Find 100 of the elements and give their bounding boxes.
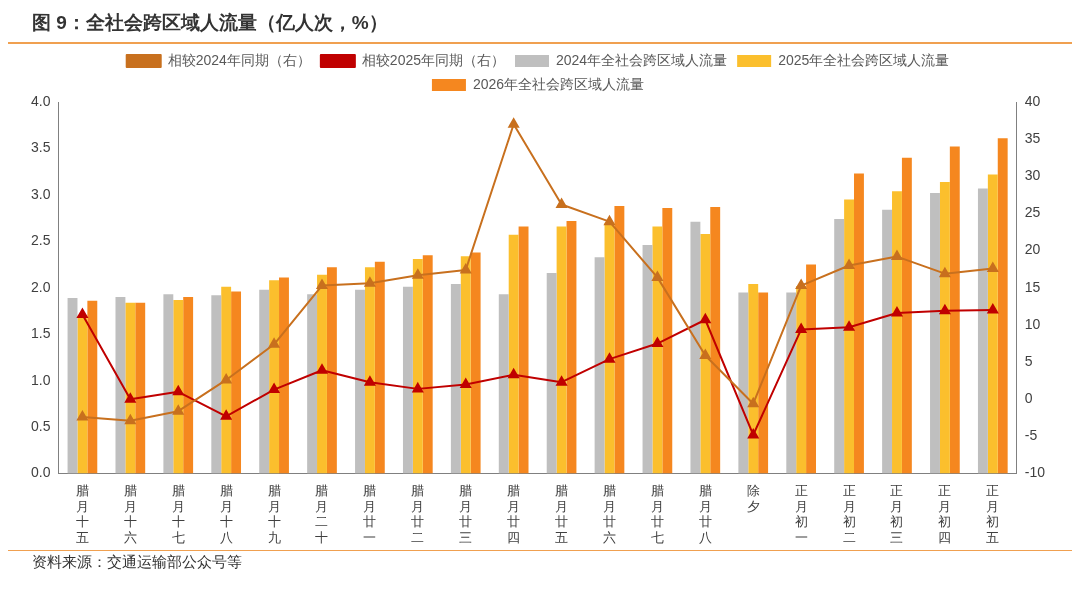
bar (412, 259, 423, 474)
bar (518, 226, 529, 474)
y-tick-label: 3.5 (30, 139, 51, 156)
x-tick-label: 除夕 (746, 482, 760, 514)
bar (662, 207, 673, 474)
y-tick-label: 1.0 (30, 371, 51, 388)
y-tick-label: 1.5 (30, 325, 51, 342)
point (891, 250, 903, 261)
point (172, 405, 184, 415)
bar (279, 277, 289, 474)
bar (450, 284, 461, 474)
point (268, 338, 280, 348)
x-tick-label: 腊月廿四 (507, 482, 521, 545)
bar (796, 285, 807, 474)
y2-tick-label: 35 (1024, 130, 1041, 147)
point (77, 308, 88, 319)
point (556, 198, 567, 209)
y-tick-label: 0.0 (30, 464, 51, 481)
point (987, 304, 999, 314)
bar (125, 302, 136, 474)
point (125, 393, 136, 403)
bar (173, 299, 184, 474)
x-tick-label: 正月初一 (794, 482, 808, 545)
chart-title: 图 9：全社会跨区域人流量（亿人次，%） (8, 8, 1072, 44)
point (316, 279, 328, 290)
point (460, 263, 472, 274)
y2-tick-label: 25 (1024, 204, 1041, 221)
x-tick-label: 正月初二 (842, 482, 856, 545)
legend-label: 相较2025年同期（右） (361, 51, 506, 68)
point (699, 349, 711, 359)
bar (135, 302, 146, 474)
point (843, 321, 855, 331)
bar (930, 193, 940, 474)
y-tick-label: 0.5 (30, 418, 51, 435)
point (316, 364, 328, 374)
point (604, 215, 615, 226)
bar (77, 315, 88, 474)
point (987, 262, 999, 272)
point (747, 428, 759, 439)
point (364, 376, 376, 386)
bar (758, 292, 769, 474)
x-tick-label: 腊月廿一 (363, 482, 377, 545)
point (220, 410, 232, 420)
x-tick-label: 腊月二十 (315, 482, 329, 545)
bar (882, 209, 893, 474)
y-tick-label: 2.5 (30, 232, 51, 249)
point (412, 269, 424, 279)
bar (997, 138, 1008, 474)
x-tick-label: 腊月廿二 (411, 482, 425, 545)
point (125, 414, 136, 425)
bar (259, 289, 270, 474)
point (412, 382, 424, 393)
point (891, 307, 903, 317)
bar (556, 226, 567, 474)
point (268, 383, 280, 394)
bar (470, 252, 481, 474)
point (172, 385, 184, 396)
x-tick-label: 正月初五 (986, 482, 1000, 545)
bar (977, 188, 988, 474)
x-tick-label: 正月初四 (938, 482, 952, 545)
point (939, 267, 951, 278)
point (604, 353, 615, 363)
y-tick-label: 2.0 (30, 278, 51, 295)
point (795, 279, 807, 290)
bar (355, 289, 365, 474)
bar (710, 206, 721, 474)
x-tick-label: 腊月廿八 (698, 482, 712, 545)
x-tick-label: 正月初三 (890, 482, 904, 545)
bar (231, 291, 242, 474)
bar (834, 219, 845, 474)
bar (700, 233, 711, 474)
bar (901, 157, 912, 474)
y2-tick-label: -10 (1024, 464, 1046, 481)
x-tick-label: 腊月十八 (219, 482, 233, 545)
point (699, 313, 711, 324)
bar (652, 226, 663, 474)
point (556, 376, 567, 386)
point (795, 323, 807, 333)
bar (806, 264, 816, 474)
point (843, 259, 855, 269)
bar (939, 181, 950, 474)
y-tick-label: 4.0 (30, 92, 51, 109)
bar (854, 173, 864, 474)
x-tick-label: 腊月十九 (267, 482, 281, 545)
bar (614, 206, 625, 474)
legend-label: 相较2024年同期（右） (167, 51, 311, 68)
bar (892, 191, 902, 474)
bar (317, 274, 327, 474)
bar (566, 220, 577, 474)
y-tick-label: 3.0 (30, 185, 51, 202)
legend-label: 2024年全社会跨区域人流量 (556, 51, 728, 68)
bar (87, 300, 98, 474)
bar (738, 292, 749, 474)
point (652, 271, 663, 281)
bar (460, 256, 471, 474)
y2-tick-label: 10 (1024, 315, 1041, 332)
bar (221, 286, 232, 474)
y2-tick-label: 30 (1024, 167, 1041, 184)
point (364, 277, 376, 287)
bar (498, 294, 509, 474)
